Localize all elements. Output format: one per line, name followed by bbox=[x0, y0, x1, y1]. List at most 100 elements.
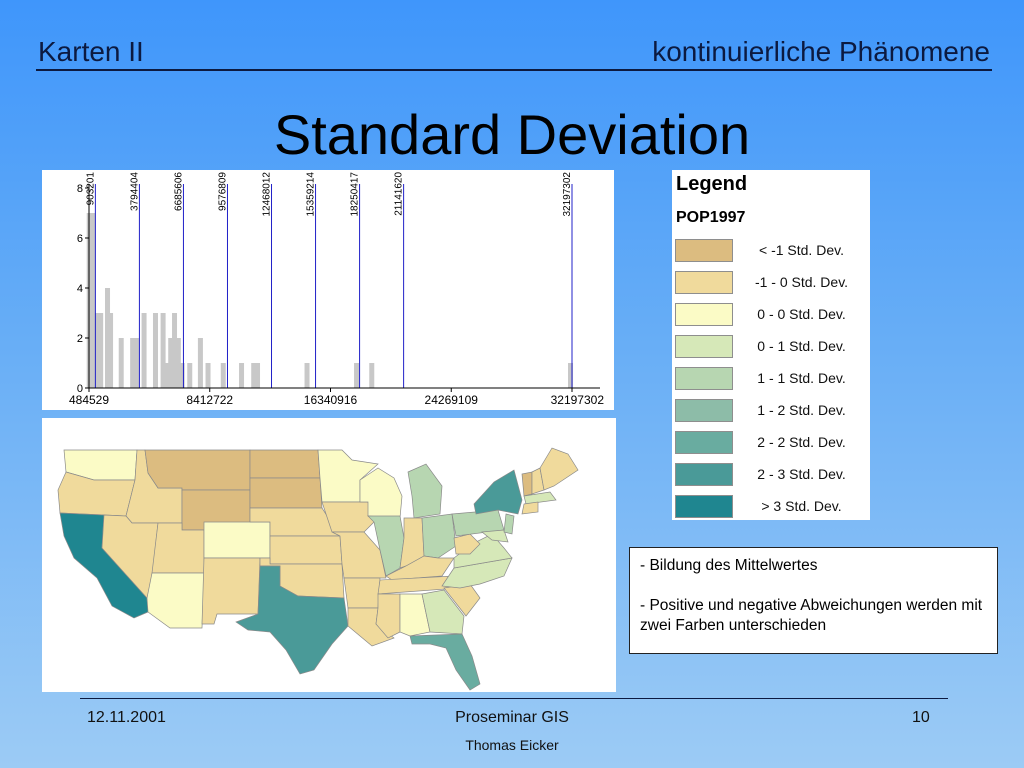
note-line-deviations: - Positive und negative Abweichungen wer… bbox=[640, 597, 983, 634]
y-tick-label: 2 bbox=[77, 333, 83, 345]
histogram-bar bbox=[172, 313, 178, 388]
histogram-panel: 903201 3794404 6685606 9576809 12468012 15359… bbox=[42, 170, 614, 410]
histogram-chart: 903201 3794404 6685606 9576809 12468012 15359… bbox=[69, 172, 605, 407]
state-nm bbox=[201, 557, 261, 625]
page-number: 10 bbox=[912, 709, 930, 726]
y-tick-label: 4 bbox=[77, 283, 83, 295]
legend-title: Legend bbox=[676, 173, 748, 195]
legend-label: 2 - 3 Std. Dev. bbox=[757, 466, 846, 482]
legend-swatch bbox=[675, 335, 733, 358]
legend-label: 2 - 2 Std. Dev. bbox=[757, 434, 846, 450]
header-divider bbox=[36, 69, 992, 71]
y-tick-label: 0 bbox=[77, 383, 83, 395]
legend-label: 0 - 1 Std. Dev. bbox=[757, 338, 846, 354]
legend-swatch bbox=[675, 271, 733, 294]
header-right: kontinuierliche Phänomene bbox=[652, 36, 990, 67]
histogram-bar bbox=[239, 363, 245, 388]
class-break-label: 21141620 bbox=[394, 172, 405, 216]
legend-swatch bbox=[675, 431, 733, 454]
legend-subtitle: POP1997 bbox=[676, 209, 746, 226]
legend-item: > 3 Std. Dev. bbox=[675, 495, 870, 520]
footer-author: Thomas Eicker bbox=[465, 737, 559, 753]
x-tick-label: 484529 bbox=[69, 393, 109, 407]
legend-swatch bbox=[675, 399, 733, 422]
legend-item: 2 - 3 Std. Dev. bbox=[675, 463, 870, 488]
legend-item: 0 - 1 Std. Dev. bbox=[675, 335, 870, 360]
class-break-label: 18250417 bbox=[350, 172, 361, 217]
slide-title: Standard Deviation bbox=[273, 103, 751, 166]
histogram-bar bbox=[187, 363, 193, 388]
legend-item: 1 - 1 Std. Dev. bbox=[675, 367, 870, 392]
legend-swatch bbox=[675, 463, 733, 486]
footer-date: 12.11.2001 bbox=[87, 709, 166, 726]
legend-label: 0 - 0 Std. Dev. bbox=[757, 306, 846, 322]
state-me bbox=[539, 447, 579, 491]
legend-item: -1 - 0 Std. Dev. bbox=[675, 271, 870, 296]
histogram-bar bbox=[251, 363, 257, 388]
legend-label: > 3 Std. Dev. bbox=[761, 498, 842, 514]
state-ga bbox=[421, 589, 465, 635]
us-choropleth-map bbox=[42, 418, 616, 692]
legend-swatch bbox=[675, 303, 733, 326]
legend-item: 2 - 2 Std. Dev. bbox=[675, 431, 870, 456]
histogram-bar bbox=[369, 363, 375, 388]
footer-divider bbox=[80, 698, 948, 699]
class-break-label: 3794404 bbox=[129, 172, 140, 211]
note-line-mean: - Bildung des Mittelwertes bbox=[640, 557, 818, 574]
state-al bbox=[399, 593, 431, 637]
x-tick-label: 24269109 bbox=[425, 393, 479, 407]
class-break-label: 9576809 bbox=[217, 172, 228, 211]
x-tick-label: 16340916 bbox=[304, 393, 358, 407]
histogram-bar bbox=[205, 363, 211, 388]
y-tick-label: 6 bbox=[77, 233, 83, 245]
legend-label: < -1 Std. Dev. bbox=[759, 242, 844, 258]
state-oh bbox=[421, 513, 457, 559]
class-break-label: 15359214 bbox=[306, 172, 317, 217]
legend-item: 1 - 2 Std. Dev. bbox=[675, 399, 870, 424]
state-md bbox=[481, 529, 509, 543]
histogram-bar bbox=[90, 213, 96, 388]
footer-title: Proseminar GIS bbox=[455, 709, 569, 726]
state-az bbox=[146, 572, 205, 629]
state-vt bbox=[521, 471, 533, 497]
histogram-bar bbox=[105, 288, 111, 388]
histogram-bar bbox=[164, 363, 170, 388]
histogram-bar bbox=[130, 338, 136, 388]
class-break-label: 12468012 bbox=[262, 172, 273, 217]
histogram-bar bbox=[98, 313, 104, 388]
map-legend: Legend POP1997 < -1 Std. Dev. -1 - 0 Std.… bbox=[672, 170, 870, 520]
histogram-bar bbox=[94, 313, 100, 388]
histogram-bar bbox=[152, 313, 158, 388]
state-fl bbox=[409, 633, 481, 691]
state-ar bbox=[343, 577, 381, 609]
state-nd bbox=[249, 449, 321, 479]
histogram-bar bbox=[255, 363, 261, 388]
histogram-bar bbox=[133, 338, 139, 388]
histogram-bar bbox=[118, 338, 124, 388]
x-tick-label: 32197302 bbox=[551, 393, 605, 407]
state-sd bbox=[249, 477, 323, 509]
histogram-bar bbox=[179, 363, 185, 388]
state-mt bbox=[144, 449, 251, 491]
legend-swatch bbox=[675, 239, 733, 262]
histogram-bar bbox=[108, 313, 114, 388]
state-il bbox=[367, 515, 405, 577]
state-ks bbox=[269, 535, 343, 565]
class-break-label: 903201 bbox=[85, 172, 96, 206]
histogram-bar bbox=[220, 363, 226, 388]
histogram-bar bbox=[568, 363, 574, 388]
legend-swatch bbox=[675, 367, 733, 390]
legend-swatch bbox=[675, 495, 733, 518]
state-ct bbox=[521, 501, 539, 515]
state-ma bbox=[523, 491, 557, 505]
state-tx bbox=[235, 565, 349, 675]
legend-label: 1 - 1 Std. Dev. bbox=[757, 370, 846, 386]
histogram-bar bbox=[160, 313, 166, 388]
legend-item: < -1 Std. Dev. bbox=[675, 239, 870, 264]
histogram-bar bbox=[197, 338, 203, 388]
legend-item: 0 - 0 Std. Dev. bbox=[675, 303, 870, 328]
histogram-bar bbox=[141, 313, 147, 388]
legend-label: -1 - 0 Std. Dev. bbox=[754, 274, 849, 290]
histogram-bar bbox=[175, 338, 181, 388]
